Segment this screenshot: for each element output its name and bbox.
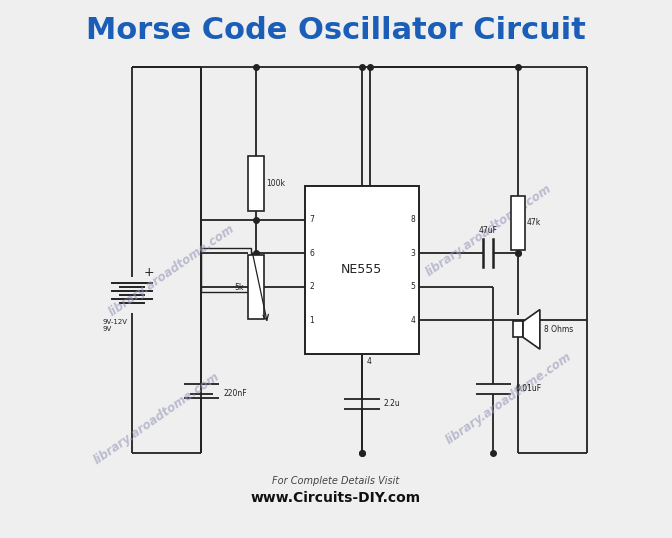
Text: library.aroadtome.com: library.aroadtome.com: [443, 350, 574, 447]
Text: 3: 3: [411, 249, 415, 258]
Bar: [202, 248, 251, 292]
Polygon shape: [523, 309, 540, 349]
Bar: [248, 255, 263, 320]
Text: 4: 4: [411, 316, 415, 325]
Text: 47uF: 47uF: [479, 226, 498, 235]
Text: www.Circuits-DIY.com: www.Circuits-DIY.com: [251, 491, 421, 505]
Text: 8 Ohms: 8 Ohms: [544, 325, 573, 334]
Text: library.aroadtome.com: library.aroadtome.com: [91, 370, 222, 467]
Text: 2: 2: [309, 282, 314, 291]
Text: 6: 6: [309, 249, 314, 258]
Text: NE555: NE555: [341, 264, 382, 277]
Text: Morse Code Oscillator Circuit: Morse Code Oscillator Circuit: [86, 16, 586, 45]
Text: 4: 4: [367, 357, 372, 366]
Text: 5k: 5k: [235, 283, 244, 292]
Text: +: +: [144, 266, 155, 279]
Text: 1: 1: [309, 316, 314, 325]
Bar: [513, 321, 523, 337]
Text: 100k: 100k: [265, 179, 285, 188]
Text: library.aroadtome.com: library.aroadtome.com: [423, 182, 554, 279]
Text: 47k: 47k: [527, 218, 541, 228]
Bar: [511, 196, 525, 250]
Text: 0.01uF: 0.01uF: [515, 384, 541, 393]
Text: 5: 5: [411, 282, 415, 291]
Text: 2.2u: 2.2u: [384, 399, 401, 408]
Text: 8: 8: [411, 215, 415, 224]
Text: 7: 7: [309, 215, 314, 224]
Bar: [248, 156, 263, 210]
Bar: [305, 186, 419, 354]
Text: library.aroadtome.com: library.aroadtome.com: [106, 222, 237, 318]
Text: 9V-12V
9V: 9V-12V 9V: [102, 320, 128, 332]
Text: For Complete Details Visit: For Complete Details Visit: [272, 476, 400, 486]
Text: 220nF: 220nF: [223, 389, 247, 398]
